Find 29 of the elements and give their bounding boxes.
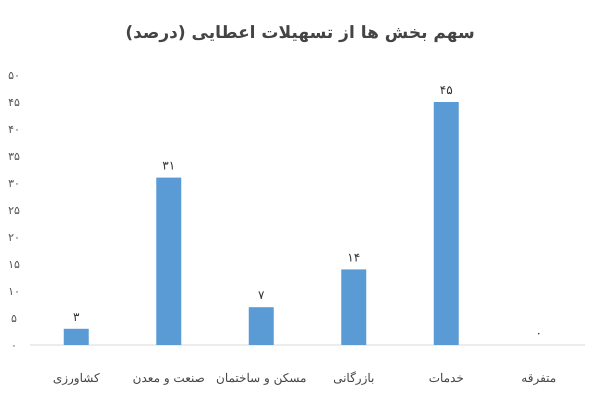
chart-title: سهم بخش ها از تسهیلات اعطایی (درصد) [125,23,475,43]
x-tick-label: مسکن و ساختمان [216,371,306,385]
bar [434,102,459,345]
bar [156,178,182,345]
x-tick-label: بازرگانی [333,371,374,385]
data-label: ۰ [536,326,542,340]
data-label: ۱۴ [347,250,360,264]
bar [64,328,89,345]
y-tick-label: ۴۵ [8,96,20,109]
data-label: ۴۵ [440,83,453,97]
bar [341,269,366,345]
data-label: ۳ [73,310,80,324]
y-tick-label: ۱۰ [8,285,20,298]
y-tick-label: ۳۰ [8,177,20,190]
y-tick-label: ۲۵ [8,204,20,217]
y-tick-label: ۰ [11,339,17,352]
y-tick-label: ۴۰ [8,123,20,136]
bar [248,307,274,345]
data-label: ۷ [258,288,266,302]
y-tick-label: ۳۵ [8,150,20,163]
x-tick-label: خدمات [428,371,464,385]
x-tick-label: صنعت و معدن [132,371,205,385]
data-label: ۳۱ [162,158,176,173]
y-tick-label: ۱۵ [8,258,20,271]
x-tick-label: کشاورزی [52,371,100,385]
x-tick-label: متفرقه [521,371,556,385]
y-tick-label: ۵ [11,312,18,325]
y-tick-label: ۵۰ [8,69,20,82]
y-tick-label: ۲۰ [8,231,20,244]
